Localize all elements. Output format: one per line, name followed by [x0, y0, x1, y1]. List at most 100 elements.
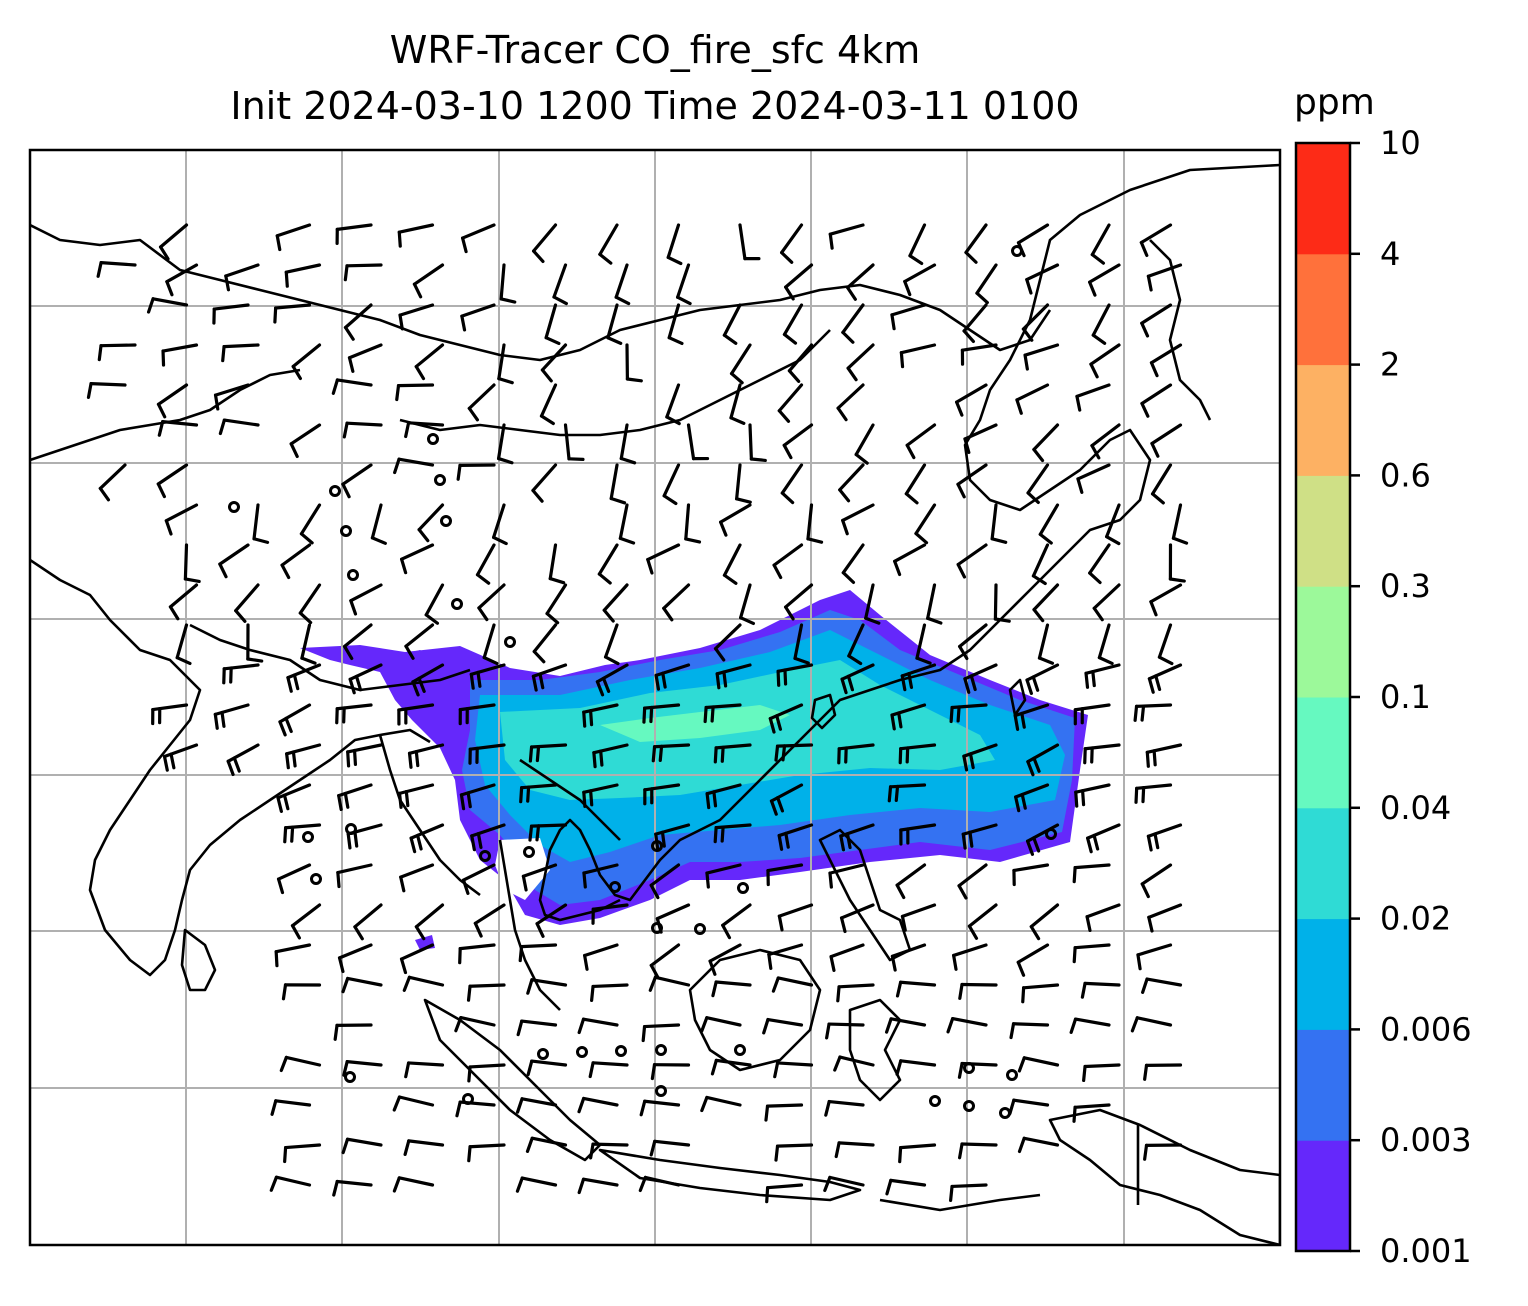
wind-barb-flag [1143, 1063, 1149, 1081]
wind-barb-shaft [1092, 583, 1121, 610]
wind-barb-shaft [899, 343, 937, 355]
wind-barb-flag [482, 655, 499, 666]
colorbar-ticks: 0.001 0.003 0.006 0.02 0.04 0.1 0.3 0.6 2 4 10 [1350, 124, 1472, 1270]
wind-barb-flag [342, 644, 354, 661]
wind-barb-flag [300, 656, 317, 665]
wind-barb-flag [169, 752, 176, 770]
wind-barb-flag [592, 751, 597, 769]
wind-barb-flag [705, 871, 710, 889]
wind-barb-shaft [1090, 423, 1121, 448]
wind-barb-flag [619, 456, 637, 465]
wind-barb-flag [958, 982, 964, 1000]
wind-barb-flag [890, 313, 896, 331]
wind-barb-shaft [252, 503, 260, 541]
wind-barb-shaft [1145, 743, 1183, 754]
wind-barb-shaft [1021, 303, 1050, 331]
wind-barb-flag [650, 1063, 657, 1081]
wind-barb-flag [890, 713, 896, 731]
wind-barb-shaft [529, 823, 568, 828]
wind-barb-shaft [784, 583, 814, 609]
wind-barb-shaft [1135, 1016, 1173, 1027]
wind-barb-shaft [399, 943, 435, 961]
wind-barb-flag [352, 748, 358, 767]
wind-barb-shaft [828, 223, 865, 236]
wind-barb-shaft [424, 583, 445, 617]
wind-barb-shaft [766, 1183, 804, 1190]
wind-barb-flag [602, 608, 615, 623]
wind-barb-shaft [1012, 863, 1050, 873]
wind-barb-flag [540, 368, 553, 383]
wind-barb-shaft [993, 583, 998, 621]
wind-barb-flag [275, 234, 282, 252]
wind-barb-flag [342, 1060, 349, 1077]
wind-barb-flag [655, 917, 663, 934]
wind-barb-shaft [291, 343, 322, 369]
wind-barb-shaft [766, 863, 804, 873]
wind-barb-shaft [775, 1143, 814, 1148]
coast-borneo [688, 948, 822, 1072]
wind-barb-flag [403, 1139, 411, 1157]
wind-barb-flag [914, 531, 929, 545]
wind-barb-shaft [275, 223, 312, 238]
wind-barb-flag [841, 330, 855, 344]
wind-barb-shaft [597, 543, 619, 576]
wind-barb-flag [1072, 1105, 1077, 1123]
wind-barb-flag [497, 377, 514, 385]
colorbar-segment [1296, 586, 1350, 698]
wind-barb-flag [700, 1095, 709, 1113]
wind-barb-flag [582, 710, 587, 728]
wind-barb-shaft [957, 863, 988, 888]
wind-barb-shaft [99, 343, 137, 348]
wind-barb-shaft [417, 503, 445, 532]
wind-barb-flag [1008, 1098, 1016, 1116]
wind-barb-shaft [846, 343, 875, 370]
wind-barb-shaft [1149, 583, 1183, 604]
wind-barb-flag [535, 824, 541, 842]
wind-barb-shaft [686, 423, 696, 461]
wind-barb-shaft [497, 343, 506, 381]
coast-malay-peninsula [498, 839, 561, 1011]
wind-barb-shaft [1083, 1063, 1121, 1069]
wind-barb-flag [864, 616, 881, 625]
colorbar-tick-label: 0.006 [1380, 1010, 1472, 1048]
wind-barb-flag [847, 654, 863, 666]
wind-barb-shaft [400, 543, 435, 561]
wind-barb-flag [1032, 756, 1041, 773]
wind-barb-shaft [545, 583, 568, 616]
wind-barb-flag [710, 705, 715, 723]
wind-barb-shaft [889, 1178, 927, 1187]
wind-barb-shaft [284, 823, 322, 830]
coast-philippines [818, 828, 912, 962]
wind-barb-flag [343, 264, 349, 282]
wind-barb-shaft [151, 297, 189, 307]
wind-barb-shaft [335, 223, 373, 231]
wind-barb-shaft [787, 343, 814, 373]
wind-barb-flag [781, 744, 787, 762]
wind-barb-shaft [461, 863, 496, 882]
wind-barb-flag [969, 674, 977, 692]
wind-barb-flag [477, 606, 489, 622]
wind-barb-flag [234, 609, 247, 623]
wind-barb-shaft [460, 303, 496, 318]
wind-barb-flag [729, 371, 744, 385]
wind-barb-flag [712, 790, 718, 808]
map-frame [28, 148, 1282, 1247]
wind-barb-flag [545, 611, 560, 625]
wind-barb-shaft [1016, 223, 1050, 245]
wind-barb-flag [412, 282, 423, 299]
wind-barb-shaft [1088, 543, 1111, 575]
wind-barb-shaft [775, 1061, 814, 1067]
wind-barb-flag [281, 983, 288, 1001]
wind-barb-flag [1149, 600, 1158, 617]
wind-barb-shaft [397, 223, 435, 234]
wind-barb-shaft [1073, 943, 1111, 950]
wind-barb-shaft [406, 1061, 445, 1067]
wind-barb-flag [895, 883, 906, 900]
wind-barb-flag [492, 535, 508, 546]
wind-barb-flag [577, 1177, 586, 1195]
coast-hainan [810, 693, 837, 730]
wind-barb-flag [1168, 577, 1186, 583]
wind-barb-shaft [793, 623, 804, 660]
wind-barb-flag [595, 680, 605, 697]
wind-barb-flag [625, 377, 643, 383]
